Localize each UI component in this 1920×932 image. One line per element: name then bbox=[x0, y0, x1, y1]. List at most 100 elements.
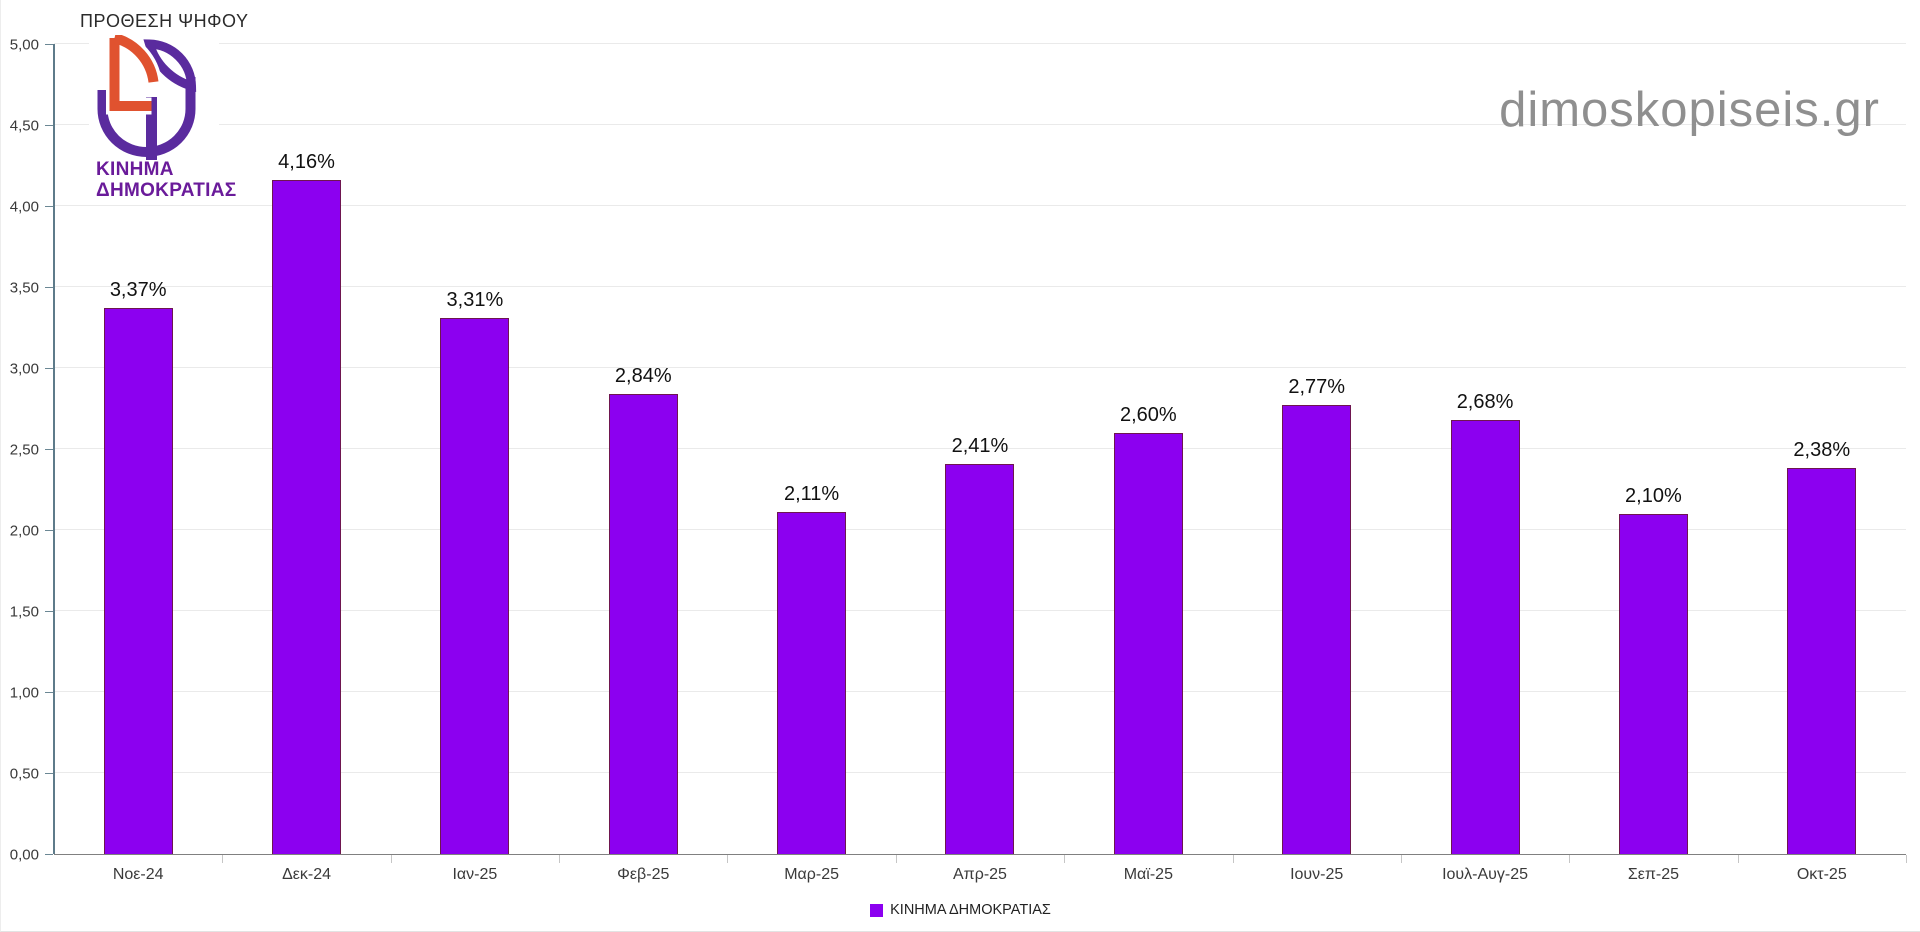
y-axis-tick-label: 0,00 bbox=[9, 846, 39, 864]
party-logo-line1: ΚΙΝΗΜΑ bbox=[96, 159, 174, 180]
bar-column: 2,77% bbox=[1233, 44, 1401, 854]
y-axis-tick-label: 1,00 bbox=[9, 684, 39, 702]
bar-Ιαν-25 bbox=[440, 317, 510, 854]
x-axis-tick-label: Νοε-24 bbox=[112, 866, 164, 883]
party-logo-text: ΚΙΝΗΜΑ ΔΗΜΟΚΡΑΤΙΑΣ bbox=[96, 159, 236, 201]
legend-label: ΚΙΝΗΜΑ ΔΗΜΟΚΡΑΤΙΑΣ bbox=[890, 902, 1051, 918]
y-axis-tick bbox=[45, 368, 53, 369]
bar-column: 3,37% bbox=[54, 44, 222, 854]
y-axis-tick bbox=[45, 287, 53, 288]
party-logo-icon bbox=[97, 35, 197, 160]
y-axis-tick bbox=[45, 692, 53, 693]
x-axis-tick-label: Σεπ-25 bbox=[1627, 866, 1679, 883]
party-logo: ΚΙΝΗΜΑ ΔΗΜΟΚΡΑΤΙΑΣ bbox=[89, 33, 236, 205]
party-logo-line2: ΔΗΜΟΚΡΑΤΙΑΣ bbox=[96, 180, 237, 201]
bar-value-label: 2,84% bbox=[614, 364, 672, 387]
bar-value-label: 2,77% bbox=[1288, 376, 1346, 399]
x-axis-tick bbox=[1232, 855, 1234, 863]
y-axis-tick-label: 4,00 bbox=[9, 198, 39, 216]
x-axis-tick bbox=[727, 855, 729, 863]
bar-Σεπ-25 bbox=[1618, 513, 1688, 854]
y-axis-tick bbox=[45, 530, 53, 531]
gridline bbox=[54, 124, 1906, 125]
bar-value-label: 3,37% bbox=[109, 279, 167, 302]
bar-column: 4,16% bbox=[222, 44, 390, 854]
x-axis-tick-label: Απρ-25 bbox=[953, 866, 1007, 883]
bar-Οκτ-25 bbox=[1787, 468, 1857, 854]
y-axis-tick bbox=[45, 125, 53, 126]
plot-area: 3,37% 4,16% 3,31% 2,84% 2,11% 2,41% 2,60% 2,77%… bbox=[45, 43, 1907, 863]
bar-column: 2,38% bbox=[1738, 44, 1906, 854]
x-axis-tick bbox=[390, 855, 392, 863]
gridline bbox=[54, 367, 1906, 368]
gridline bbox=[54, 286, 1906, 287]
y-axis-tick-label: 3,00 bbox=[9, 360, 39, 378]
x-axis-tick bbox=[222, 855, 224, 863]
x-axis-tick-label: Μαϊ-25 bbox=[1123, 866, 1173, 883]
x-axis-tick-label: Ιαν-25 bbox=[452, 866, 498, 883]
chart-title: ΠΡΟΘΕΣΗ ΨΗΦΟΥ bbox=[80, 11, 249, 31]
x-axis-tick-label: Ιουν-25 bbox=[1290, 866, 1344, 883]
legend: ΚΙΝΗΜΑ ΔΗΜΟΚΡΑΤΙΑΣ bbox=[1, 899, 1920, 921]
y-axis-line bbox=[53, 44, 55, 854]
x-axis-labels: Νοε-24 Δεκ-24 Ιαν-25 Φεβ-25 Μαρ-25 Απρ-25 Μαϊ-… bbox=[54, 866, 1906, 884]
y-axis-tick bbox=[45, 773, 53, 774]
bar-column: 3,31% bbox=[391, 44, 559, 854]
x-axis-tick-label: Δεκ-24 bbox=[282, 866, 332, 883]
bar-value-label: 2,41% bbox=[951, 434, 1009, 457]
y-axis-tick bbox=[45, 206, 53, 207]
y-axis-tick-label: 1,50 bbox=[9, 603, 39, 621]
y-axis-tick bbox=[45, 854, 53, 855]
y-axis-tick-label: 0,50 bbox=[9, 765, 39, 783]
x-axis-line bbox=[54, 854, 1906, 855]
y-axis-tick-label: 5,00 bbox=[9, 36, 39, 54]
x-axis-tick bbox=[559, 855, 561, 863]
gridline bbox=[54, 205, 1906, 206]
bar-Δεκ-24 bbox=[272, 180, 342, 854]
bar-value-label: 3,31% bbox=[446, 288, 504, 311]
x-axis-tick bbox=[1064, 855, 1066, 863]
bar-value-label: 2,68% bbox=[1456, 390, 1514, 413]
y-axis-tick bbox=[45, 449, 53, 450]
bar-value-label: 4,16% bbox=[278, 151, 335, 174]
gridline bbox=[54, 43, 1906, 44]
bar-column: 2,84% bbox=[559, 44, 727, 854]
watermark-dimoskopiseis: dimoskopiseis.gr bbox=[1499, 83, 1880, 137]
bar-column: 2,10% bbox=[1569, 44, 1737, 854]
x-axis-tick bbox=[1400, 855, 1402, 863]
x-axis-tick bbox=[1737, 855, 1739, 863]
bar-column: 2,68% bbox=[1401, 44, 1569, 854]
bar-column: 2,11% bbox=[727, 44, 895, 854]
bar-value-label: 2,11% bbox=[783, 483, 840, 506]
bar-value-label: 2,60% bbox=[1119, 403, 1177, 426]
legend-swatch-icon bbox=[870, 903, 884, 917]
y-axis-tick bbox=[45, 44, 53, 45]
bar-Απρ-25 bbox=[945, 463, 1015, 854]
bar-Ιουλ-Αυγ-25 bbox=[1450, 419, 1520, 854]
bar-Μαϊ-25 bbox=[1113, 432, 1183, 854]
x-axis-tick bbox=[1569, 855, 1571, 863]
y-axis-tick bbox=[45, 611, 53, 612]
bar-value-label: 2,38% bbox=[1793, 439, 1851, 462]
y-axis-tick-label: 2,50 bbox=[9, 441, 39, 459]
bar-Φεβ-25 bbox=[608, 393, 678, 854]
bar-value-label: 2,10% bbox=[1625, 484, 1682, 507]
y-axis-labels: 0,00 0,50 1,00 1,50 2,00 2,50 3,00 3,50 4,00 4,50… bbox=[1, 37, 41, 864]
y-axis-tick-label: 4,50 bbox=[9, 117, 39, 135]
x-axis-tick-label: Ιουλ-Αυγ-25 bbox=[1442, 866, 1529, 883]
x-axis-tick-label: Φεβ-25 bbox=[617, 866, 670, 883]
bars-container: 3,37% 4,16% 3,31% 2,84% 2,11% 2,41% 2,60% 2,77%… bbox=[54, 44, 1906, 854]
bar-column: 2,60% bbox=[1064, 44, 1232, 854]
y-axis-tick-label: 2,00 bbox=[9, 522, 39, 540]
y-axis-tick-label: 3,50 bbox=[9, 279, 39, 297]
x-axis-tick-label: Μαρ-25 bbox=[784, 866, 840, 883]
gridline bbox=[54, 448, 1906, 449]
bar-Μαρ-25 bbox=[777, 512, 847, 854]
bar-Ιουν-25 bbox=[1282, 405, 1352, 854]
bar-Νοε-24 bbox=[103, 308, 173, 854]
bar-column: 2,41% bbox=[896, 44, 1064, 854]
x-axis-tick bbox=[1906, 855, 1907, 863]
x-axis-tick bbox=[895, 855, 897, 863]
x-axis-tick-label: Οκτ-25 bbox=[1796, 866, 1847, 883]
